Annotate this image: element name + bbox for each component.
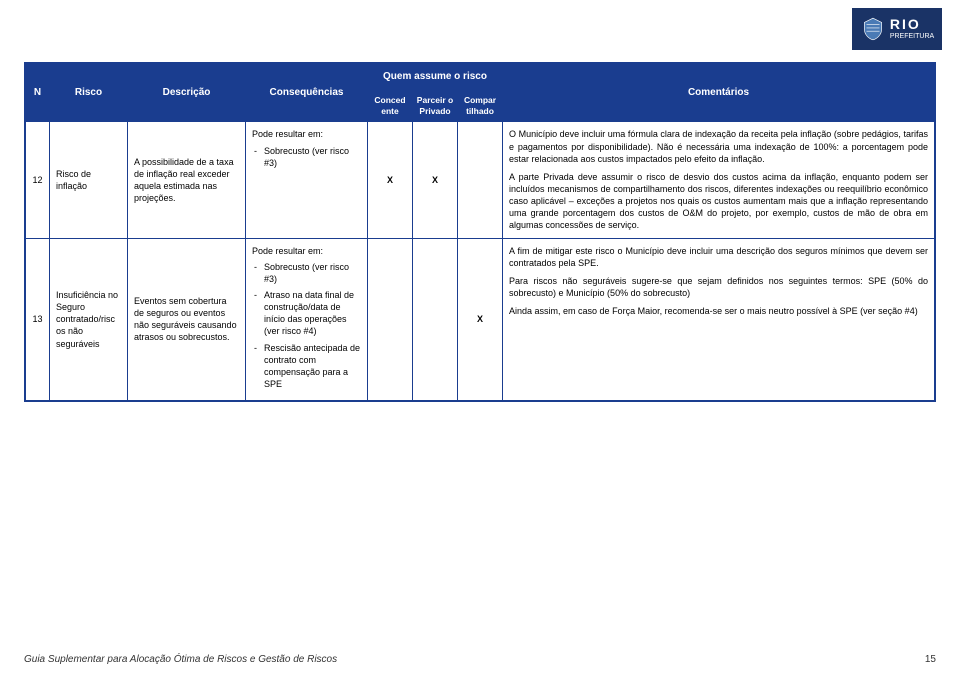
cell-x1: X (368, 122, 413, 238)
hdr-consq: Consequências (246, 64, 368, 122)
cell-consq: Pode resultar em:Sobrecusto (ver risco #… (246, 238, 368, 401)
hdr-risco: Risco (50, 64, 128, 122)
cell-risco: Insuficiência no Seguro contratado/risc … (50, 238, 128, 401)
cell-consq: Pode resultar em:Sobrecusto (ver risco #… (246, 122, 368, 238)
cell-x3: X (458, 238, 503, 401)
hdr-quem: Quem assume o risco (368, 64, 503, 91)
hdr-n: N (26, 64, 50, 122)
crest-icon (860, 16, 886, 42)
page-footer: Guia Suplementar para Alocação Ótima de … (24, 654, 936, 665)
cell-n: 13 (26, 238, 50, 401)
cell-desc: A possibilidade de a taxa de inflação re… (128, 122, 246, 238)
hdr-compar: Compar tilhado (458, 90, 503, 122)
cell-n: 12 (26, 122, 50, 238)
hdr-desc: Descrição (128, 64, 246, 122)
cell-comment: O Município deve incluir uma fórmula cla… (503, 122, 935, 238)
cell-x2: X (413, 122, 458, 238)
logo-rio: RIO (890, 17, 934, 32)
table-row: 13Insuficiência no Seguro contratado/ris… (26, 238, 935, 401)
footer-title: Guia Suplementar para Alocação Ótima de … (24, 654, 337, 665)
risk-table: N Risco Descrição Consequências Quem ass… (25, 63, 935, 401)
hdr-parc: Parceir o Privado (413, 90, 458, 122)
footer-page: 15 (925, 654, 936, 665)
cell-desc: Eventos sem cobertura de seguros ou even… (128, 238, 246, 401)
cell-x3 (458, 122, 503, 238)
cell-risco: Risco de inflação (50, 122, 128, 238)
table-row: 12Risco de inflaçãoA possibilidade de a … (26, 122, 935, 238)
hdr-conced: Conced ente (368, 90, 413, 122)
risk-table-wrap: N Risco Descrição Consequências Quem ass… (24, 62, 936, 402)
rio-logo: RIO PREFEITURA (852, 8, 942, 50)
cell-x2 (413, 238, 458, 401)
cell-x1 (368, 238, 413, 401)
hdr-coment: Comentários (503, 64, 935, 122)
logo-text: RIO PREFEITURA (890, 17, 934, 40)
cell-comment: A fim de mitigar este risco o Município … (503, 238, 935, 401)
logo-sub: PREFEITURA (890, 33, 934, 41)
